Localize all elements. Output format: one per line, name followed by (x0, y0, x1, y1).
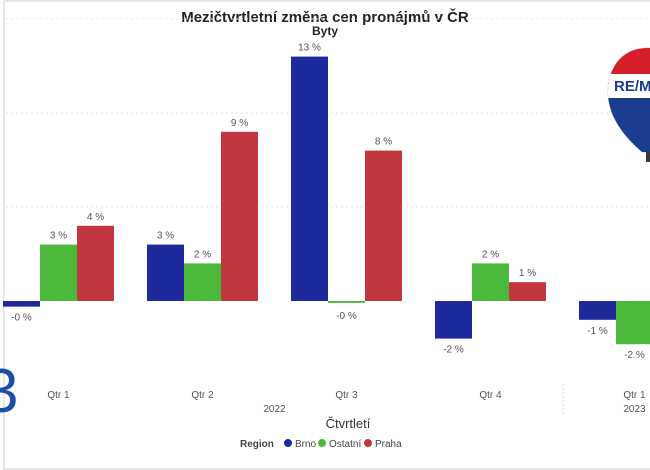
legend-label: Praha (375, 439, 402, 450)
data-label: 9 % (231, 118, 248, 129)
x-axis: Qtr 1 Qtr 2 Qtr 3 Qtr 4 Qtr 1 2022 2023 (47, 384, 646, 416)
x-tick-label: Qtr 4 (479, 390, 502, 401)
legend[interactable]: Region Brno Ostatní Praha (240, 439, 402, 450)
bar-ostatní[interactable] (616, 301, 650, 345)
chart-subtitle: Byty (312, 24, 338, 38)
bar-praha[interactable] (509, 282, 546, 301)
legend-marker (318, 439, 326, 447)
balloon-logo: RE/M (607, 47, 650, 162)
bar-brno[interactable] (435, 301, 472, 339)
data-label: -1 % (587, 326, 608, 337)
chart-title: Mezičtvrtletní změna cen pronájmů v ČR (181, 8, 469, 26)
legend-label: Brno (295, 439, 317, 450)
year-label: 2022 (263, 404, 286, 415)
bar-brno[interactable] (579, 301, 616, 320)
bar-brno[interactable] (3, 301, 40, 307)
bar-ostatní[interactable] (184, 263, 221, 301)
x-tick-label: Qtr 1 (623, 390, 646, 401)
data-label: 8 % (375, 137, 392, 148)
bar-praha[interactable] (221, 131, 258, 301)
bar-praha[interactable] (365, 150, 402, 301)
bar-ostatní[interactable] (472, 263, 509, 301)
data-label: -2 % (624, 350, 645, 361)
data-labels: -0 % 3 % 4 % 3 % 2 % 9 % 13 % -0 % 8 % -2 % 2 % 1 %… (11, 43, 645, 362)
data-label: -0 % (11, 313, 32, 324)
legend-marker (364, 439, 372, 447)
bar-praha[interactable] (77, 225, 114, 301)
legend-item-praha[interactable]: Praha (364, 439, 402, 450)
data-label: 2 % (482, 249, 499, 260)
bar-ostatní[interactable] (40, 244, 77, 301)
legend-title: Region (240, 439, 274, 450)
data-label: -2 % (443, 345, 464, 356)
year-label: 2023 (623, 404, 646, 415)
legend-item-ostatní[interactable]: Ostatní (318, 439, 361, 450)
data-label: 4 % (87, 212, 104, 223)
logo-fragment: 3 (0, 357, 18, 426)
balloon-logo-text: RE/M (614, 78, 650, 95)
bar-ostatní[interactable] (328, 301, 365, 303)
data-label: 3 % (50, 231, 67, 242)
legend-label: Ostatní (329, 439, 361, 450)
bar-brno[interactable] (147, 244, 184, 301)
x-tick-label: Qtr 1 (47, 390, 70, 401)
data-label: 1 % (519, 268, 536, 279)
x-tick-label: Qtr 3 (335, 390, 358, 401)
legend-marker (284, 439, 292, 447)
x-tick-label: Qtr 2 (191, 390, 214, 401)
legend-item-brno[interactable]: Brno (284, 439, 317, 450)
x-axis-title: Čtvrtletí (326, 416, 371, 431)
data-label: -0 % (336, 311, 357, 322)
bars (3, 56, 650, 345)
data-label: 13 % (298, 43, 321, 54)
data-label: 3 % (157, 231, 174, 242)
data-label: 2 % (194, 249, 211, 260)
bar-brno[interactable] (291, 56, 328, 301)
